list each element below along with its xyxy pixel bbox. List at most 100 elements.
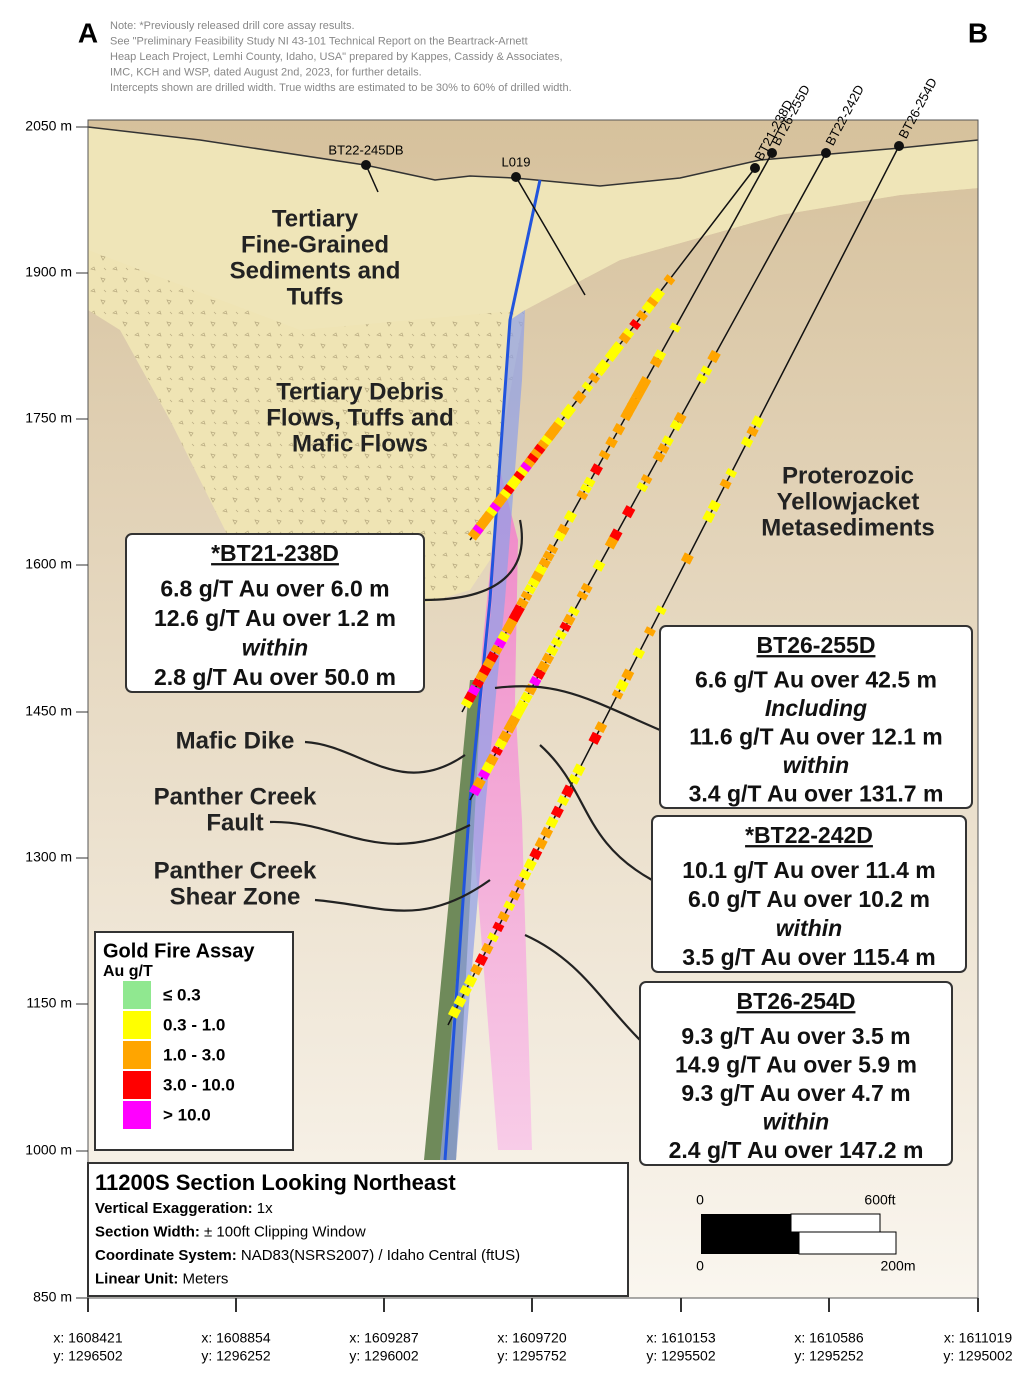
legend-label: > 10.0: [163, 1105, 211, 1124]
assay-interval: [525, 452, 539, 466]
info-line: Linear Unit: Meters: [95, 1270, 228, 1287]
assay-interval: [507, 475, 522, 489]
legend-swatch: [123, 1071, 151, 1099]
assay-interval: [545, 816, 559, 829]
assay-interval: [527, 577, 540, 589]
assay-interval: [612, 422, 626, 436]
collar: [894, 141, 904, 151]
info-value: NAD83(NSRS2007) / Idaho Central (ftUS): [241, 1247, 520, 1264]
assay-interval: [488, 501, 501, 514]
assay-interval: [655, 605, 667, 616]
assay-interval: [492, 921, 505, 933]
callout-line: 2.4 g/T Au over 147.2 m: [669, 1137, 924, 1163]
callout-line: within: [763, 1109, 829, 1135]
assay-interval: [618, 332, 631, 344]
assay-interval: [553, 417, 566, 429]
scale-label: 600ft: [864, 1192, 895, 1208]
assay-interval: [557, 795, 570, 807]
assay-interval: [652, 450, 666, 463]
assay-interval: [522, 457, 536, 470]
legend-subtitle: Au g/T: [103, 963, 153, 980]
info-title: 11200S Section Looking Northeast: [95, 1170, 456, 1195]
unit-label: Tuffs: [287, 283, 344, 310]
assay-interval: [500, 483, 515, 498]
assay-interval: [635, 382, 648, 395]
coordinate-label: x: 1609720: [497, 1330, 566, 1346]
assay-interval: [661, 435, 674, 447]
callout-line: within: [783, 752, 849, 778]
structure-label: Mafic Dike: [176, 727, 295, 754]
unit-label: Tertiary Debris: [276, 378, 444, 405]
note: Heap Leach Project, Lemhi County, Idaho,…: [110, 51, 563, 63]
callout-box: [651, 815, 967, 973]
assay-interval: [651, 287, 666, 302]
assay-interval: [611, 341, 624, 353]
assay-interval: [644, 626, 656, 637]
assay-interval: [695, 373, 708, 385]
coordinate-label: y: 1296252: [201, 1348, 270, 1364]
legend-swatch: [123, 1041, 151, 1069]
assay-interval: [524, 583, 537, 595]
assay-interval: [453, 995, 467, 1008]
note: IMC, KCH and WSP, dated August 2nd, 2023…: [110, 66, 422, 78]
assay-interval: [550, 805, 564, 819]
legend-label: ≤ 0.3: [163, 985, 201, 1004]
arrow: [524, 933, 641, 1041]
assay-interval: [477, 769, 491, 780]
assay-interval: [638, 376, 652, 388]
note: See "Preliminary Feasibility Study NI 43…: [110, 35, 528, 47]
assay-interval: [621, 668, 635, 681]
legend-swatch: [123, 981, 151, 1009]
assay-interval: [494, 738, 508, 750]
coordinate-label: y: 1295502: [646, 1348, 715, 1364]
collar: [821, 148, 831, 158]
arrow: [494, 685, 661, 732]
coordinate-label: x: 1608421: [53, 1330, 122, 1346]
coordinate-label: y: 1296002: [349, 1348, 418, 1364]
info-value: 1x: [257, 1200, 273, 1217]
elevation-label: 2050 m: [25, 118, 72, 134]
assay-interval: [604, 536, 619, 550]
info-line: Coordinate System: NAD83(NSRS2007) / Ida…: [95, 1247, 520, 1264]
callout-line: 9.3 g/T Au over 4.7 m: [681, 1080, 910, 1106]
assay-interval: [463, 691, 477, 704]
assay-interval: [621, 327, 635, 340]
assay-interval: [474, 953, 489, 967]
assay-interval: [719, 478, 732, 490]
assay-interval: [529, 448, 542, 461]
callout-title: BT26-255D: [757, 632, 876, 658]
coordinate-label: y: 1295002: [943, 1348, 1012, 1364]
collar: [361, 160, 371, 170]
assay-interval: [541, 652, 555, 665]
assay-interval: [485, 753, 499, 767]
info-label: Coordinate System:: [95, 1247, 237, 1264]
elevation-label: 850 m: [33, 1289, 72, 1305]
arrow: [269, 820, 471, 845]
callout-line: 2.8 g/T Au over 50.0 m: [154, 664, 396, 690]
assay-interval: [588, 731, 602, 745]
assay-interval: [596, 358, 611, 373]
corner-label: A: [78, 17, 98, 48]
coordinate-label: y: 1295252: [794, 1348, 863, 1364]
assay-interval: [702, 510, 716, 524]
assay-interval: [604, 350, 618, 363]
assay-interval: [520, 590, 533, 601]
callout-line: 3.4 g/T Au over 131.7 m: [689, 780, 944, 806]
assay-interval: [494, 492, 508, 506]
assay-interval: [533, 668, 546, 680]
info-value: ± 100ft Clipping Window: [204, 1223, 366, 1240]
assay-interval: [520, 691, 533, 704]
unit-label: Fine-Grained: [241, 231, 389, 258]
assay-interval: [487, 932, 499, 943]
assay-interval: [473, 519, 488, 533]
unit-label: Mafic Flows: [292, 430, 428, 457]
assay-interval: [707, 349, 721, 364]
assay-interval: [751, 415, 765, 429]
legend-title: Gold Fire Assay: [103, 940, 255, 962]
assay-interval: [536, 660, 550, 673]
callout-box: [125, 533, 425, 693]
assay-interval: [491, 745, 503, 756]
coordinate-label: x: 1610153: [646, 1330, 715, 1346]
assay-interval: [540, 434, 553, 447]
assay-interval: [503, 722, 516, 734]
